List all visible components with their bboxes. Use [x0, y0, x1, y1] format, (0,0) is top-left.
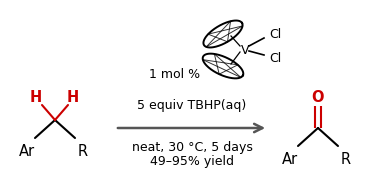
Text: V: V	[241, 44, 249, 57]
Text: neat, 30 °C, 5 days: neat, 30 °C, 5 days	[132, 141, 253, 154]
Text: O: O	[312, 91, 324, 106]
Text: Cl: Cl	[269, 27, 281, 40]
Text: 5 equiv TBHP(aq): 5 equiv TBHP(aq)	[137, 98, 246, 111]
Text: Ar: Ar	[282, 152, 298, 167]
Text: Ar: Ar	[19, 144, 35, 159]
Text: R: R	[341, 152, 351, 167]
Text: H: H	[67, 91, 79, 106]
Text: 1 mol %: 1 mol %	[149, 68, 201, 81]
Text: Cl: Cl	[269, 51, 281, 64]
Text: R: R	[78, 144, 88, 159]
Text: 49–95% yield: 49–95% yield	[150, 156, 234, 169]
Text: H: H	[30, 91, 42, 106]
